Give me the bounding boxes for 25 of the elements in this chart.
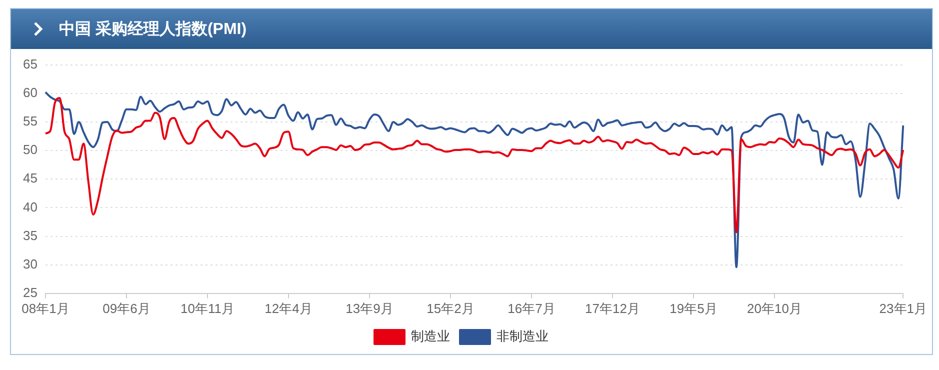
y-tick-label: 65 <box>22 56 38 72</box>
x-tick-label: 13年9月 <box>346 300 394 316</box>
y-tick-label: 55 <box>22 114 38 129</box>
legend-label: 制造业 <box>411 328 450 344</box>
x-tick-label: 10年11月 <box>180 300 234 316</box>
y-tick-label: 45 <box>22 170 38 186</box>
x-tick-label: 12年4月 <box>264 300 312 316</box>
y-tick-label: 35 <box>22 228 38 243</box>
x-tick-label: 20年10月 <box>747 300 802 316</box>
x-tick-label: 17年12月 <box>585 300 640 316</box>
line-series <box>44 96 904 234</box>
x-tick-label: 23年1月 <box>879 300 928 316</box>
legend-label: 非制造业 <box>496 328 548 344</box>
chart-title: 中国 采购经理人指数(PMI) <box>59 19 247 40</box>
y-tick-label: 50 <box>22 142 38 158</box>
x-tick-label: 19年5月 <box>670 300 718 316</box>
x-tick-label: 08年1月 <box>22 300 70 316</box>
y-tick-label: 25 <box>22 284 38 300</box>
line-series <box>44 91 904 268</box>
y-tick-label: 30 <box>22 256 38 272</box>
y-tick-label: 40 <box>22 199 38 214</box>
x-tick-label: 09年6月 <box>102 300 150 316</box>
y-tick-label: 60 <box>22 84 38 100</box>
x-tick-label: 16年7月 <box>508 300 556 316</box>
x-tick-label: 15年2月 <box>426 300 474 316</box>
